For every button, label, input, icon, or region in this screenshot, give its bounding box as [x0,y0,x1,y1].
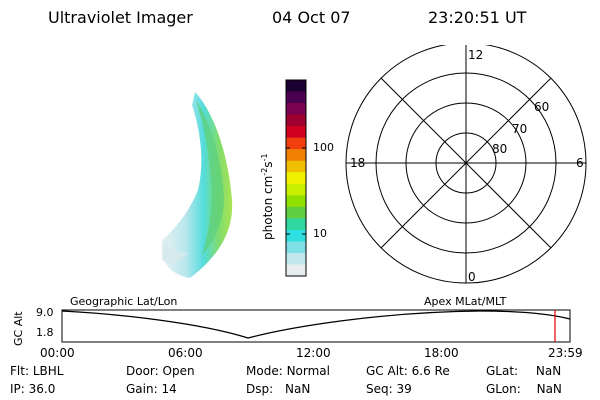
info-glat: GLat: NaN [486,364,562,378]
colorbar-cell [286,103,306,116]
info-ip: IP: 36.0 [10,382,56,396]
colorbar-label: photon cm-2s-1 [260,153,275,240]
header-time: 23:20:51 UT [428,8,527,27]
info-gain: Gain: 14 [126,382,177,396]
colorbar-cell [286,160,306,173]
lat-label-60: 60 [534,100,549,114]
info-seq: Seq: 39 [366,382,412,396]
info-dsp: Dsp: NaN [246,382,311,396]
colorbar-cell [286,206,306,219]
colorbar-cell [286,126,306,139]
colorbar-cell [286,137,306,150]
colorbar-cell [286,149,306,162]
altitude-curve [61,310,571,339]
timeline-ylabel: GC Alt [12,311,25,346]
info-glon: GLon: NaN [486,382,562,396]
header-date: 04 Oct 07 [272,8,351,27]
colorbar-cell [286,195,306,208]
timeline-ymin: 1.8 [36,326,54,339]
info-flt: Flt: LBHL [10,364,64,378]
colorbar-cell [286,229,306,242]
timeline-tick-1200: 12:00 [296,346,331,360]
app-title: Ultraviolet Imager [48,8,193,27]
polar-plot: 12 18 6 0 60 70 80 [345,45,587,284]
lat-label-70: 70 [512,122,527,136]
timeline-tick-2359: 23:59 [548,346,583,360]
lat-label-80: 80 [492,142,507,156]
altitude-timeline [61,309,571,343]
timeline-tick-0600: 06:00 [168,346,203,360]
colorbar [285,79,307,277]
timeline-right-title: Apex MLat/MLT [424,295,507,308]
colorbar-cell [286,114,306,127]
info-mode: Mode: Normal [246,364,330,378]
timeline-tick-1800: 18:00 [424,346,459,360]
mlt-label-6: 6 [576,156,584,170]
colorbar-tick-100: 100 [313,141,334,154]
colorbar-cell [286,252,306,265]
auroral-image [161,92,233,278]
colorbar-cell [286,91,306,104]
colorbar-cell [286,264,306,277]
colorbar-cell [286,172,306,185]
info-door: Door: Open [126,364,195,378]
mlt-label-18: 18 [350,156,365,170]
colorbar-cell [286,218,306,231]
colorbar-cell [286,183,306,196]
colorbar-cell [286,241,306,254]
timeline-tick-0000: 00:00 [40,346,75,360]
colorbar-tick-10: 10 [313,227,327,240]
timeline-ymax: 9.0 [36,306,54,319]
mlt-label-0: 0 [468,270,476,284]
timeline-left-title: Geographic Lat/Lon [70,295,178,308]
colorbar-cell [286,80,306,93]
info-gcalt: GC Alt: 6.6 Re [366,364,450,378]
mlt-label-12: 12 [468,48,483,62]
